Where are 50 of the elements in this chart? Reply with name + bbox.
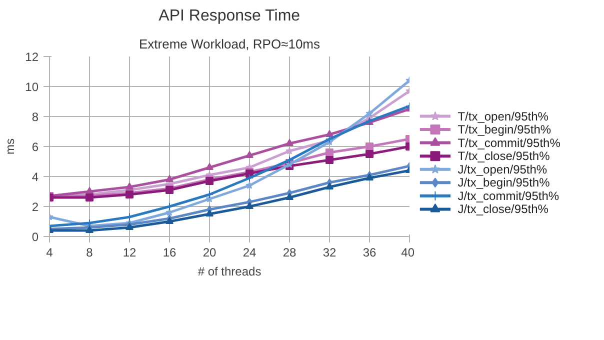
legend-label: J/tx_commit/95th% [458, 188, 560, 203]
point [246, 182, 254, 189]
point [326, 182, 334, 190]
x-tick-label: 32 [322, 246, 336, 260]
legend-label: T/tx_begin/95th% [458, 122, 552, 137]
point [206, 190, 214, 198]
point [326, 148, 334, 156]
legend-label: J/tx_open/95th% [458, 162, 548, 176]
legend-label: J/tx_begin/95th% [458, 176, 550, 190]
point [286, 192, 294, 200]
x-tick-label: 28 [282, 246, 296, 260]
point [206, 209, 214, 217]
point [326, 156, 334, 164]
point [286, 138, 294, 146]
point [166, 174, 174, 182]
point [326, 130, 334, 138]
legend-label: T/tx_commit/95th% [458, 136, 561, 150]
point [286, 156, 294, 164]
y-tick-label: 12 [25, 50, 39, 64]
x-tick-label: 16 [162, 246, 176, 260]
point [86, 186, 94, 194]
chart-subtitle: Extreme Workload, RPO≈10ms [139, 36, 320, 52]
x-tick-label: 8 [86, 246, 94, 260]
y-tick-label: 0 [32, 230, 39, 244]
x-tick-label: 24 [242, 246, 256, 260]
y-tick-label: 8 [32, 110, 39, 124]
x-tick-label: 4 [46, 246, 54, 260]
y-tick-label: 4 [32, 170, 39, 184]
point [246, 150, 254, 158]
x-tick-label: 12 [122, 246, 136, 260]
legend-label: J/tx_close/95th% [458, 202, 549, 216]
legend-label: T/tx_close/95th% [458, 149, 550, 164]
x-tick-label: 40 [401, 246, 415, 260]
y-tick-label: 2 [32, 200, 39, 214]
chart-title: API Response Time [158, 8, 300, 24]
y-tick-label: 10 [25, 80, 39, 94]
x-tick-label: 20 [202, 246, 216, 260]
point [366, 142, 374, 150]
x-tick-label: 36 [362, 246, 376, 260]
point [166, 202, 174, 210]
point [126, 182, 134, 190]
point [246, 174, 254, 182]
point [246, 202, 254, 210]
point [366, 150, 374, 158]
y-axis-title: ms [3, 138, 18, 154]
y-tick-label: 6 [32, 140, 39, 154]
point [206, 162, 214, 170]
legend-label: T/tx_open/95th% [458, 109, 549, 124]
point [366, 110, 374, 117]
x-axis-title: # of threads [198, 264, 262, 278]
